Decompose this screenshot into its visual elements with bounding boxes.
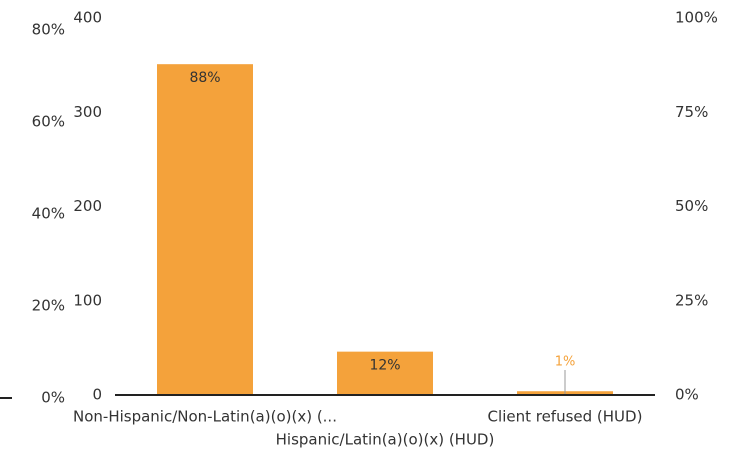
x-tick-label: Client refused (HUD) <box>488 408 643 426</box>
y-tick-label: 100 <box>73 291 102 309</box>
y2-tick-label: 0% <box>675 386 699 404</box>
y3-tick-label: 0% <box>41 389 65 407</box>
bar <box>157 64 253 396</box>
y-tick-label: 0 <box>92 386 102 404</box>
y2-tick-label: 25% <box>675 291 708 309</box>
y-tick-label: 300 <box>73 103 102 121</box>
y3-tick-label: 40% <box>32 205 65 223</box>
bar <box>337 351 433 395</box>
data-label: 88% <box>189 70 220 86</box>
y2-tick-label: 100% <box>675 9 718 27</box>
y3-tick-label: 20% <box>32 297 65 315</box>
y2-tick-label: 75% <box>675 103 708 121</box>
y-tick-label: 400 <box>73 9 102 27</box>
data-label: 12% <box>369 358 400 374</box>
y-tick-label: 200 <box>73 197 102 215</box>
y2-tick-label: 50% <box>675 197 708 215</box>
x-tick-label: Hispanic/Latin(a)(o)(x) (HUD) <box>276 431 495 449</box>
data-label: 1% <box>555 355 576 370</box>
y3-tick-label: 60% <box>32 113 65 131</box>
y3-tick-label: 80% <box>32 21 65 39</box>
x-tick-label: Non-Hispanic/Non-Latin(a)(o)(x) (... <box>73 408 337 426</box>
